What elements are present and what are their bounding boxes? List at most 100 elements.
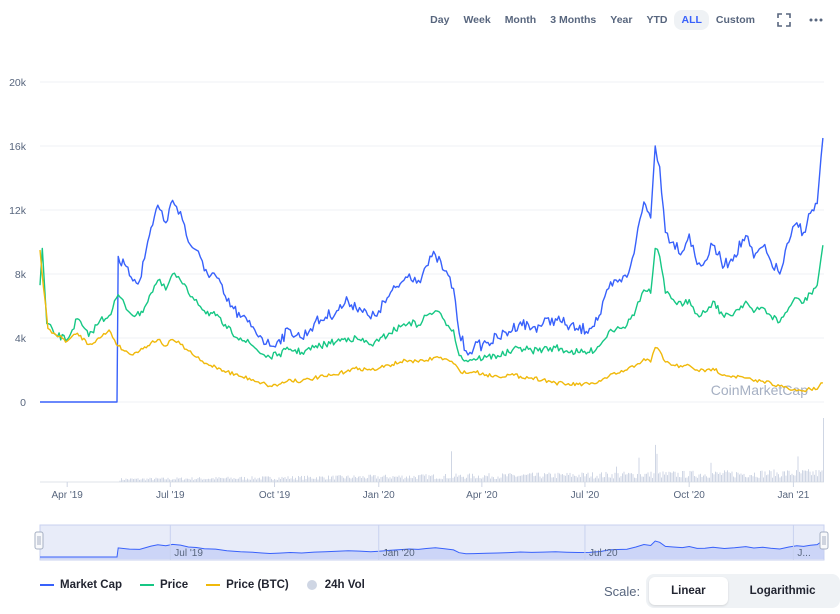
range-navigator[interactable]: Jul '19 Jan '20 Jul '20 J... (34, 524, 829, 561)
volume-bar (722, 473, 724, 482)
volume-bar (455, 473, 457, 482)
volume-bar (665, 472, 667, 482)
volume-bar (812, 471, 814, 482)
legend-item-price-btc[interactable]: Price (BTC) (206, 579, 289, 591)
time-range-toolbar: Day Week Month 3 Months Year YTD ALL Cus… (423, 9, 826, 31)
series-price-line (39, 245, 824, 363)
volume-bar (400, 477, 401, 482)
volume-bar (248, 479, 250, 482)
range-ytd-button[interactable]: YTD (646, 14, 668, 26)
navigator-right-handle[interactable] (819, 531, 829, 550)
volume-bar (698, 474, 700, 482)
volume-bar (344, 478, 346, 482)
volume-bar (446, 478, 448, 482)
volume-bar (487, 476, 488, 482)
volume-bar (256, 479, 257, 482)
volume-bar (782, 471, 784, 482)
volume-bar (602, 477, 604, 482)
volume-bar (697, 477, 698, 482)
scale-logarithmic-button[interactable]: Logarithmic (749, 585, 816, 597)
volume-bar (749, 475, 751, 482)
range-custom-button[interactable]: Custom (715, 14, 755, 26)
legend-item-24h-vol[interactable]: 24h Vol (306, 579, 365, 591)
volume-bar (160, 478, 161, 482)
volume-bar (671, 472, 673, 482)
volume-bar (683, 470, 685, 482)
volume-bar (737, 472, 739, 482)
volume-bar (172, 479, 173, 482)
volume-bar (520, 475, 521, 482)
volume-bar (427, 479, 428, 482)
volume-bar (314, 478, 316, 482)
scale-linear-button[interactable]: Linear (649, 577, 728, 605)
volume-bar (223, 478, 224, 482)
range-week-button[interactable]: Week (463, 14, 491, 26)
volume-bar (211, 478, 212, 482)
volume-bar (679, 477, 680, 482)
volume-bar (374, 475, 376, 482)
volume-bar (623, 471, 625, 482)
volume-bar (764, 471, 766, 482)
volume-bar (796, 470, 797, 482)
more-options-icon[interactable] (806, 10, 826, 30)
volume-bar (296, 479, 298, 482)
volume-bar (349, 477, 350, 482)
volume-bar (631, 473, 632, 482)
volume-bar (199, 477, 200, 482)
volume-bar (593, 478, 595, 482)
volume-bar (668, 471, 670, 482)
range-month-button[interactable]: Month (504, 14, 537, 26)
volume-bar (676, 476, 677, 482)
legend-item-market-cap[interactable]: Market Cap (40, 579, 122, 591)
volume-bar (305, 479, 307, 482)
volume-bar (677, 472, 679, 482)
volume-bar (428, 475, 430, 482)
volume-bar (701, 477, 703, 482)
volume-bar (601, 472, 602, 482)
volume-bar (430, 476, 431, 482)
volume-bar (370, 474, 371, 482)
volume-bar (529, 473, 530, 482)
volume-bar (505, 474, 506, 482)
volume-bar (298, 475, 299, 482)
volume-bar (413, 475, 415, 482)
volume-bar (494, 478, 496, 482)
range-day-button[interactable]: Day (430, 14, 450, 26)
volume-bar (629, 473, 631, 482)
volume-bar (406, 476, 407, 482)
volume-bar (452, 477, 454, 482)
volume-bar (560, 474, 562, 482)
volume-bar (542, 476, 544, 482)
fullscreen-icon[interactable] (774, 10, 794, 30)
volume-bar (689, 470, 691, 482)
range-3-months-button[interactable]: 3 Months (550, 14, 597, 26)
volume-bar (530, 473, 532, 482)
volume-bar (265, 476, 266, 482)
range-year-button[interactable]: Year (610, 14, 633, 26)
legend-item-price[interactable]: Price (140, 579, 188, 591)
range-all-button[interactable]: ALL (674, 10, 709, 30)
volume-bar (458, 475, 460, 482)
navigator-left-handle[interactable] (34, 531, 44, 550)
volume-bar (680, 477, 682, 482)
volume-bar (740, 473, 742, 482)
volume-bar (301, 475, 302, 482)
volume-bar (193, 480, 194, 482)
volume-bar (650, 471, 652, 482)
volume-bar (619, 477, 620, 482)
volume-bar (503, 474, 505, 482)
volume-bar (610, 477, 611, 482)
volume-bar (451, 451, 452, 482)
volume-bar (718, 474, 719, 482)
volume-bar (230, 477, 232, 482)
volume-bar (473, 476, 475, 482)
volume-bar (149, 477, 151, 482)
volume-bar (274, 478, 275, 482)
volume-bar (407, 478, 409, 482)
volume-bar (415, 477, 416, 482)
volume-bar (176, 477, 178, 482)
volume-bar (644, 473, 646, 482)
volume-bar (272, 479, 274, 482)
volume-bar (761, 470, 763, 482)
volume-bar (323, 477, 325, 482)
